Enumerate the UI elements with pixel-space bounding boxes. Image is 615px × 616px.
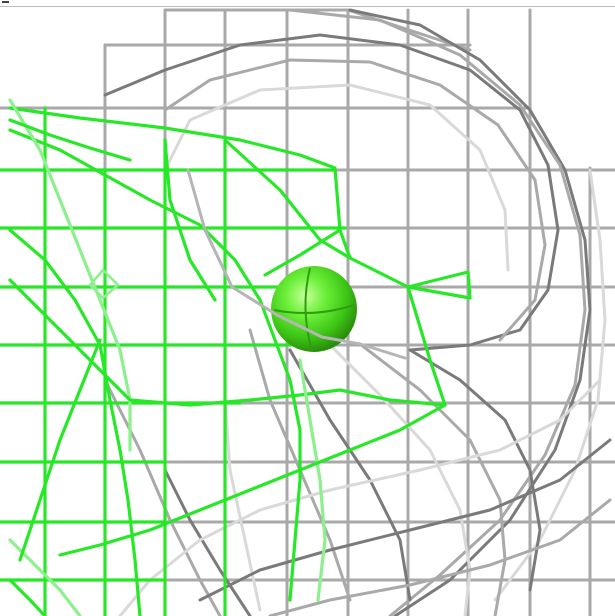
green-mesh: [0, 98, 472, 616]
green-mesh-strand: [8, 538, 82, 616]
green-mesh-strand: [8, 578, 47, 616]
grey-mesh-shell: [103, 8, 612, 616]
green-mesh-strand: [223, 138, 352, 260]
grey-mesh-front: [186, 168, 407, 360]
ion-sphere[interactable]: [271, 266, 357, 352]
green-mesh-strand: [8, 106, 472, 300]
green-mesh-strand: [18, 338, 102, 562]
green-mesh-strand: [8, 118, 132, 162]
ion-sphere-meridian: [304, 267, 313, 352]
green-mesh-strand: [58, 403, 447, 557]
green-mesh-strand: [8, 128, 302, 602]
grey-shell-strand: [163, 468, 252, 616]
green-mesh-diamond: [88, 268, 120, 300]
grey-shell-strand: [103, 378, 222, 616]
grey-shell-strand: [493, 168, 607, 602]
green-mesh-strand: [8, 278, 447, 407]
grey-shell-strand: [163, 58, 547, 342]
viewport-top-border: [0, 6, 615, 7]
grey-shell-strand: [288, 8, 587, 616]
grey-shell-strand: [103, 33, 560, 352]
grey-shell-strand: [198, 438, 612, 602]
corner-marker: [2, 1, 9, 3]
green-mesh-strand: [8, 228, 142, 616]
green-mesh-strand: [163, 138, 217, 302]
grey-shell-strand: [320, 335, 472, 616]
grey-shell-strand: [163, 83, 510, 272]
green-mesh-strand: [263, 228, 342, 277]
grey-shell-strand: [348, 8, 592, 616]
ion-sphere-body: [271, 266, 357, 352]
grey-shell-strand: [268, 498, 612, 616]
ion-sphere-equator: [273, 304, 355, 315]
grey-shell-strand: [408, 348, 542, 592]
grey-shell-strand: [118, 378, 602, 616]
green-mesh-strand: [8, 98, 132, 452]
green-mesh-strand: [298, 358, 327, 602]
grey-shell-strand: [358, 342, 507, 616]
